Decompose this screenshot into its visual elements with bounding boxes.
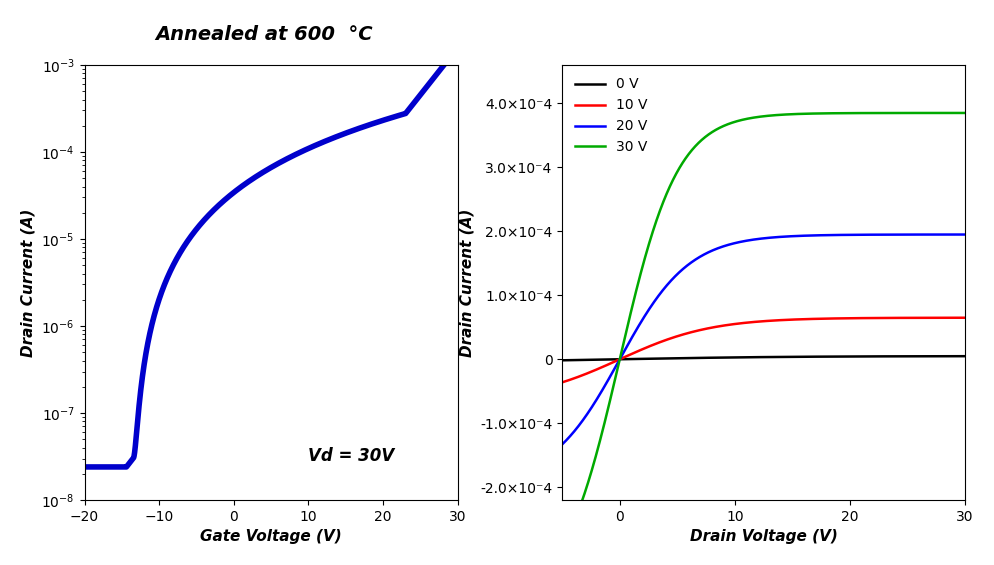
Y-axis label: Drain Current (A): Drain Current (A) (21, 208, 36, 357)
Line: 10 V: 10 V (562, 318, 964, 383)
30 V (958, 110, 970, 116)
10 V (741, 319, 752, 326)
Line: 30 V: 30 V (562, 113, 964, 547)
Line: 20 V: 20 V (562, 234, 964, 445)
0 V (958, 353, 970, 359)
30 V (873, 110, 885, 116)
0 V (577, 357, 588, 363)
10 V (946, 314, 958, 321)
10 V (556, 379, 568, 386)
10 V (946, 314, 958, 321)
10 V (577, 372, 588, 379)
Y-axis label: Drain Current (A): Drain Current (A) (459, 208, 474, 357)
Text: Annealed at 600  °C: Annealed at 600 °C (155, 25, 372, 45)
30 V (946, 110, 958, 116)
30 V (751, 114, 763, 120)
10 V (873, 315, 885, 321)
30 V (741, 115, 752, 122)
30 V (946, 110, 958, 116)
Legend: 0 V, 10 V, 20 V, 30 V: 0 V, 10 V, 20 V, 30 V (569, 72, 653, 160)
Text: Vd = 30V: Vd = 30V (308, 447, 395, 465)
20 V (741, 237, 752, 244)
0 V (946, 353, 958, 359)
20 V (873, 231, 885, 238)
0 V (873, 353, 885, 360)
10 V (958, 314, 970, 321)
20 V (556, 441, 568, 448)
X-axis label: Drain Voltage (V): Drain Voltage (V) (689, 529, 837, 544)
20 V (958, 231, 970, 238)
20 V (946, 231, 958, 238)
20 V (577, 417, 588, 424)
20 V (751, 236, 763, 242)
0 V (946, 353, 958, 359)
0 V (741, 354, 752, 360)
30 V (556, 544, 568, 550)
Line: 0 V: 0 V (562, 356, 964, 360)
10 V (751, 318, 763, 325)
X-axis label: Gate Voltage (V): Gate Voltage (V) (200, 529, 342, 544)
20 V (946, 231, 958, 238)
0 V (556, 357, 568, 364)
30 V (577, 496, 588, 502)
0 V (751, 354, 763, 360)
